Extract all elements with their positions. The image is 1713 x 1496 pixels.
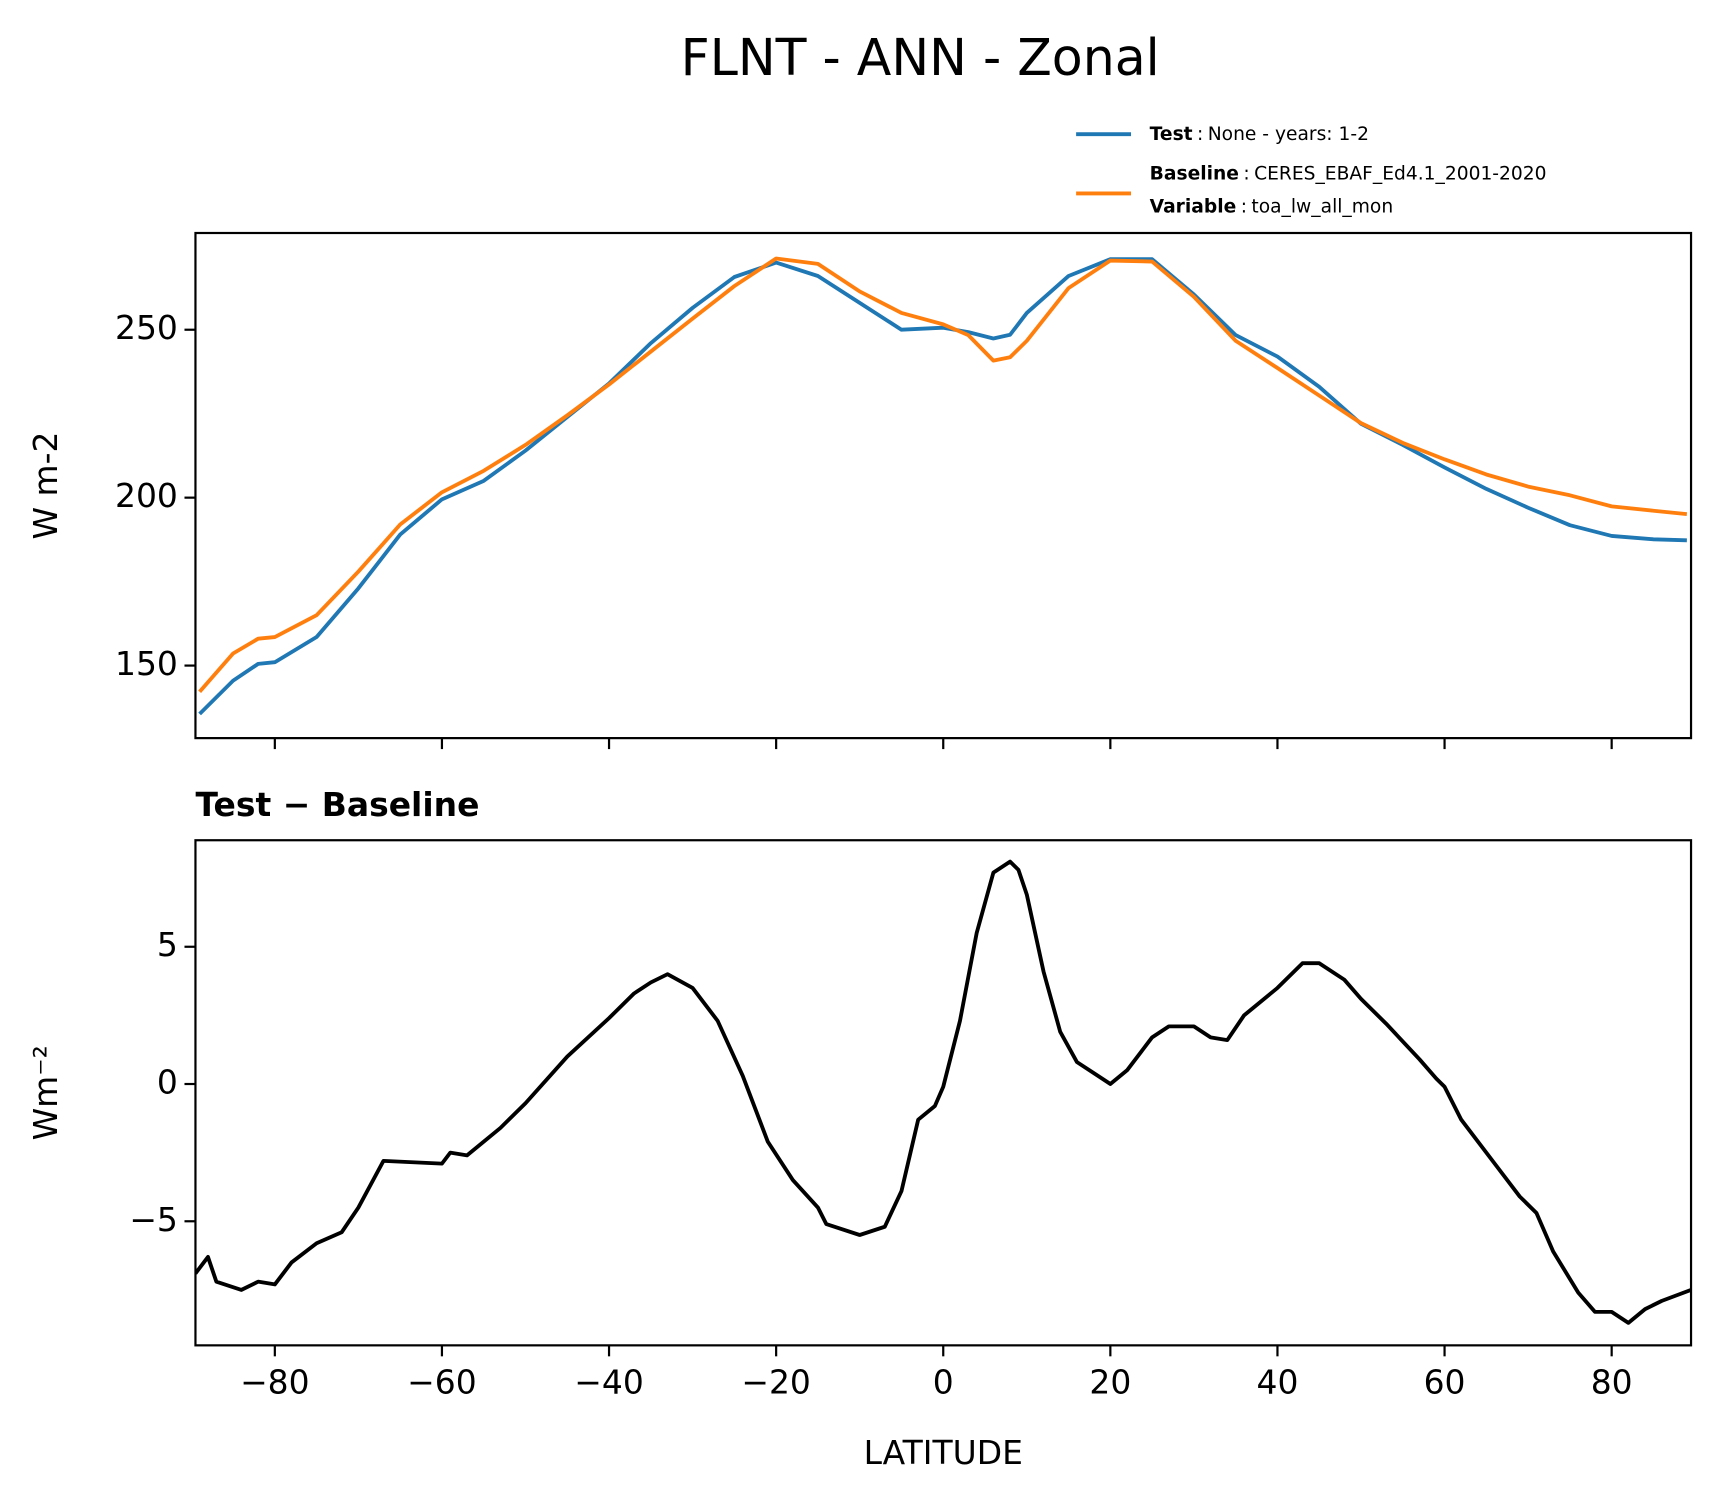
y-tick-label: 5 xyxy=(157,925,178,964)
x-tick-label: 0 xyxy=(933,1363,954,1402)
x-tick-label: −60 xyxy=(407,1363,477,1402)
legend-label: Test xyxy=(1150,124,1193,145)
legend-text: Baseline: CERES_EBAF_Ed4.1_2001-2020 xyxy=(1150,163,1547,184)
x-tick-label: −40 xyxy=(574,1363,644,1402)
x-axis-label: LATITUDE xyxy=(864,1433,1023,1472)
x-tick-label: 40 xyxy=(1256,1363,1298,1402)
y-tick-label: 0 xyxy=(157,1063,178,1102)
y-tick-label: 150 xyxy=(115,644,178,683)
x-tick-label: 60 xyxy=(1424,1363,1466,1402)
subplot-title: Test − Baseline xyxy=(195,785,479,824)
legend-text: Test: None - years: 1-2 xyxy=(1150,124,1369,145)
x-tick-label: 20 xyxy=(1089,1363,1131,1402)
y-tick-label: 200 xyxy=(115,476,178,515)
legend-description: None - years: 1-2 xyxy=(1208,124,1369,145)
legend-separator: : xyxy=(1243,163,1249,184)
legend-separator: : xyxy=(1197,124,1203,145)
data-line xyxy=(195,859,1692,1325)
y-tick-label: −5 xyxy=(129,1200,178,1239)
legend-label: Baseline xyxy=(1150,163,1239,184)
x-tick-label: 80 xyxy=(1591,1363,1633,1402)
legend-text: Variable: toa_lw_all_mon xyxy=(1150,196,1394,217)
legend-separator: : xyxy=(1241,196,1247,217)
y-tick-label: 250 xyxy=(115,308,178,347)
legend-description: toa_lw_all_mon xyxy=(1251,196,1393,217)
y-axis-label: W m-2 xyxy=(26,432,65,540)
legend-description: CERES_EBAF_Ed4.1_2001-2020 xyxy=(1254,163,1546,184)
y-axis-label: Wm⁻² xyxy=(26,1045,65,1140)
figure-title: FLNT - ANN - Zonal xyxy=(681,28,1160,87)
legend-label: Variable xyxy=(1150,196,1237,217)
x-tick-label: −80 xyxy=(240,1363,310,1402)
x-tick-label: −20 xyxy=(741,1363,811,1402)
data-line xyxy=(198,256,1688,694)
